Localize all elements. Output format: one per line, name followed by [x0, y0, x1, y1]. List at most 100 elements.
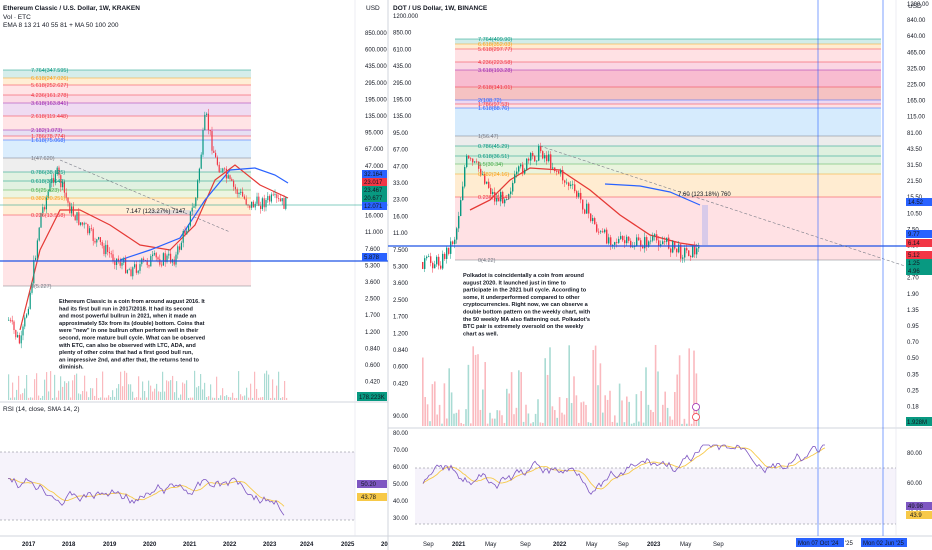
left-price-badge: [362, 178, 387, 186]
right-candle: [552, 167, 554, 169]
right-candle: [614, 242, 616, 245]
right-candle: [602, 231, 604, 233]
right-fib-label: 0.786(45.29): [478, 144, 509, 150]
right-candle: [512, 182, 514, 192]
left-volume-bar: [254, 371, 256, 400]
right-right-labels: 14.52 9.77 6.14 5.12 1.25 4.96: [906, 198, 932, 275]
left-volume-bar: [166, 380, 168, 400]
right-price-tick: 5.300: [393, 265, 409, 271]
right-price-tick: 47.00: [393, 164, 409, 170]
left-fib-zone: [3, 158, 251, 172]
right-outer-tick: 165.00: [907, 99, 926, 105]
right-volume-bar: [618, 383, 621, 426]
left-volume-bar: [172, 375, 174, 400]
left-volume-bar: [38, 395, 40, 400]
left-fib-label: 2.182(1.073): [31, 128, 62, 134]
right-candle: [562, 169, 564, 181]
right-volume-bar: [647, 404, 650, 426]
right-candle: [626, 236, 628, 244]
left-candle: [168, 253, 170, 256]
left-volume-bar: [56, 397, 58, 400]
right-volume-bar: [477, 354, 479, 426]
right-candle: [484, 174, 486, 184]
right-candle: [504, 199, 506, 204]
left-fib-zone: [3, 190, 251, 198]
right-outer-tick: 225.00: [907, 83, 926, 89]
right-candle: [636, 237, 638, 247]
right-price-tick: 80.00: [393, 431, 409, 437]
left-price-badge-text: 23.017: [364, 180, 383, 186]
left-fib-label: 2.618(119.448): [31, 114, 68, 120]
right-volume-bar: [626, 396, 628, 426]
right-candle: [672, 241, 674, 253]
right-price-badge-text: 1.25: [908, 261, 920, 267]
left-candle: [83, 223, 85, 225]
right-price-tick: 23.00: [393, 198, 409, 204]
left-volume-bar: [260, 397, 262, 400]
right-volume-bar: [441, 423, 443, 426]
left-fib-label: 0.618(30.642): [31, 179, 65, 185]
left-volume-bar: [134, 397, 136, 400]
right-volume-bar: [542, 422, 544, 426]
right-candle: [480, 168, 482, 175]
right-month-tick: 2023: [647, 542, 661, 548]
left-volume-bar: [178, 397, 180, 400]
left-candle: [56, 167, 58, 175]
left-volume-bar: [110, 397, 112, 400]
left-volume-bar: [16, 389, 18, 400]
right-candle: [618, 238, 620, 243]
right-candle: [676, 248, 678, 253]
right-volume-bar: [450, 392, 453, 426]
right-fib-zone: [455, 174, 881, 197]
right-volume-bar: [429, 421, 431, 426]
left-trendline: [59, 159, 231, 233]
left-volume-bar: [104, 397, 106, 400]
event-icon-2[interactable]: [692, 413, 700, 421]
left-candle: [15, 330, 17, 338]
right-volume-bar: [678, 355, 681, 426]
left-candle: [40, 213, 42, 228]
left-volume-bar: [46, 372, 48, 400]
right-month-tick: Sep: [618, 542, 629, 548]
right-candle: [690, 256, 692, 258]
right-volume-bar: [635, 394, 638, 426]
left-price-tick: 16.000: [365, 214, 384, 220]
left-volume-bar: [142, 381, 144, 400]
right-outer-tick: 0.25: [907, 388, 919, 394]
right-candle: [444, 253, 446, 259]
left-candle: [35, 257, 37, 261]
right-volume-bar: [532, 422, 534, 426]
right-candle: [580, 192, 582, 200]
right-candle: [680, 244, 682, 259]
left-price-tick: 2.500: [365, 297, 381, 303]
right-outer-tick: 43.50: [907, 147, 923, 153]
left-volume-bar: [236, 397, 238, 400]
left-price-tick: 0.600: [365, 363, 381, 369]
left-year-tick: 2024: [300, 542, 314, 548]
right-candle: [526, 158, 528, 170]
left-volume-bar: [228, 396, 230, 400]
left-volume-bar: [242, 396, 244, 400]
left-fib-zones: [3, 69, 251, 287]
left-price-tick: 295.000: [365, 81, 387, 87]
right-candle: [458, 216, 460, 229]
left-candle: [191, 207, 193, 212]
right-price-axis: 1200.000 850.00 610.00 435.00 295.00 195.00 13…: [393, 14, 419, 522]
right-outer-tick: 1.35: [907, 308, 919, 314]
right-volume-bar: [592, 350, 594, 426]
right-candle: [560, 169, 562, 174]
left-price-tick: 5.300: [365, 263, 381, 269]
left-volume-bar: [226, 395, 228, 400]
left-candle: [179, 246, 181, 250]
event-icon[interactable]: [692, 403, 700, 411]
right-volume-bar: [494, 418, 496, 426]
left-candle: [105, 244, 107, 255]
right-volume-bar: [676, 374, 678, 426]
left-candle: [206, 113, 208, 115]
right-rsi-band: [415, 468, 896, 524]
right-fib-zones: [455, 38, 881, 261]
right-volume-bar: [650, 409, 652, 426]
right-outer-tick: 1200.00: [907, 2, 929, 8]
right-candle: [520, 164, 522, 167]
left-volume-bar: [286, 397, 288, 400]
